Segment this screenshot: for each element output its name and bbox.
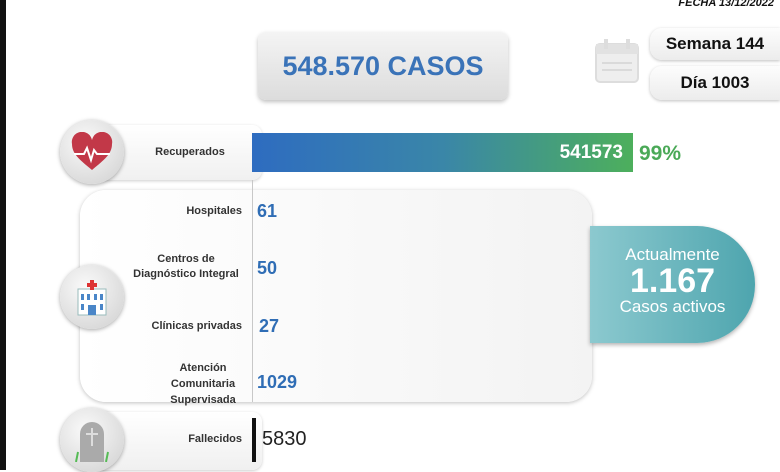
summary-line1: Actualmente	[625, 245, 720, 264]
deaths-bar	[252, 418, 256, 462]
deaths-icon-circle	[60, 408, 124, 472]
recovered-label: Recuperados	[155, 146, 225, 158]
heart-pulse-icon	[71, 132, 113, 170]
hospital-icon-circle	[60, 265, 124, 329]
deaths-label: Fallecidos	[188, 433, 242, 445]
summary-line2: Casos activos	[619, 297, 726, 316]
deaths-label-box	[100, 412, 262, 470]
cdi-label: Centros de Diagnóstico Integral	[133, 253, 239, 280]
active-cases-summary: Actualmente 1.167 Casos activos	[590, 226, 755, 343]
community-value: 1029	[257, 372, 298, 392]
recovered-percent: 99%	[639, 142, 682, 165]
community-label: Atención Comunitaria Supervisada	[170, 362, 236, 406]
clinics-label: Clínicas privadas	[151, 320, 243, 332]
recovered-bar: 541573	[252, 133, 633, 172]
cdi-value: 50	[257, 258, 278, 278]
tombstone-icon	[75, 422, 109, 462]
active-cases-panel	[80, 190, 592, 402]
hospitals-value: 61	[257, 201, 278, 221]
axis-line	[252, 180, 253, 402]
week-badge: Semana 144	[650, 28, 780, 60]
total-cases-box: 548.570 CASOS	[258, 32, 508, 100]
day-badge: Día 1003	[650, 66, 780, 100]
hospitals-label: Hospitales	[186, 205, 242, 217]
active-cases-value: 1.167	[629, 262, 716, 300]
clinics-value: 27	[259, 316, 280, 336]
recovered-icon-circle	[60, 120, 124, 184]
hospital-icon	[77, 280, 107, 316]
date-label: FECHA 13/12/2022	[678, 0, 774, 9]
calendar-icon	[595, 39, 639, 83]
left-border	[0, 0, 6, 470]
deaths-value: 5830	[262, 428, 307, 450]
recovered-value: 541573	[559, 141, 623, 163]
recovered-label-box	[100, 125, 262, 180]
